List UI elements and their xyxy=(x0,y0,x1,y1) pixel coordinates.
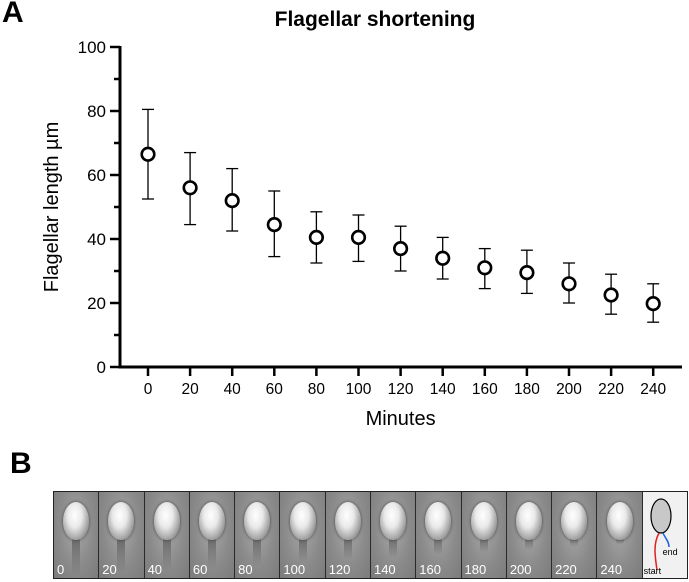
x-tick-label: 40 xyxy=(224,381,242,398)
x-tick-label: 140 xyxy=(430,381,456,398)
flagellum xyxy=(117,536,126,574)
flagellum xyxy=(389,536,398,558)
frame-time-label: 160 xyxy=(419,562,441,577)
frame-time-label: 60 xyxy=(192,562,208,577)
y-tick-label: 100 xyxy=(78,38,106,57)
frame-time-label: 140 xyxy=(373,562,396,577)
timelapse-frame: 0 xyxy=(54,492,100,578)
y-tick-label: 80 xyxy=(87,102,106,121)
data-point xyxy=(393,241,409,257)
frame-time-label: 200 xyxy=(509,562,532,577)
flagellum-schematic: end start xyxy=(642,492,687,578)
timelapse-frame: 120 xyxy=(325,492,371,578)
x-tick-label: 60 xyxy=(266,381,284,398)
frame-time-label: 220 xyxy=(555,562,577,577)
data-point xyxy=(224,193,240,209)
data-point xyxy=(182,180,198,196)
x-tick-label: 240 xyxy=(640,381,666,398)
cell-body xyxy=(470,502,497,540)
timelapse-frame: 20 xyxy=(99,492,145,578)
flagellum xyxy=(72,536,81,576)
y-tick-label: 0 xyxy=(97,358,106,377)
cell-body xyxy=(515,502,542,540)
panel-label-b: B xyxy=(10,447,32,480)
frame-time-label: 240 xyxy=(600,562,623,577)
timelapse-frame: 160 xyxy=(416,492,462,578)
cell-body xyxy=(334,502,361,540)
y-tick-label: 20 xyxy=(87,294,106,313)
data-point xyxy=(519,265,535,281)
flagellum xyxy=(207,536,216,569)
timelapse-frame: 200 xyxy=(506,492,553,578)
cell-body xyxy=(153,502,180,540)
cell-body xyxy=(561,502,588,540)
timelapse-frame: 220 xyxy=(552,492,598,578)
data-point xyxy=(308,229,325,245)
y-tick-label: 40 xyxy=(87,230,106,249)
x-tick-label: 20 xyxy=(181,381,199,398)
x-axis-label: Minutes xyxy=(366,408,436,430)
flagellum xyxy=(615,536,624,545)
schematic-drawing xyxy=(650,498,672,571)
data-point xyxy=(603,287,619,303)
frame-time-label: 120 xyxy=(328,562,351,577)
cell-body xyxy=(244,502,271,540)
y-tick-label: 60 xyxy=(87,166,106,185)
cell-body xyxy=(63,502,90,540)
schematic-end-label: end xyxy=(662,547,678,557)
timelapse-frame: 80 xyxy=(235,492,281,578)
x-tick-label: 80 xyxy=(308,381,326,398)
flagellum xyxy=(298,536,307,563)
timelapse-strip: 0 20 40 60 80 100 120 140 160 180 200 220 240 end star… xyxy=(53,491,688,579)
frame-time-label: 40 xyxy=(147,562,163,577)
x-tick-label: 180 xyxy=(514,381,540,398)
cell-body xyxy=(380,502,407,540)
data-point xyxy=(561,276,577,292)
timelapse-frame: 240 xyxy=(597,492,643,578)
cell-body xyxy=(425,502,452,540)
data-point xyxy=(350,229,367,245)
flagellum xyxy=(434,536,443,556)
x-tick-label: 120 xyxy=(388,381,414,398)
timelapse-frame: 180 xyxy=(461,492,507,578)
panel-label-a: A xyxy=(2,0,24,29)
cell-body xyxy=(606,502,633,540)
frame-time-label: 20 xyxy=(102,562,117,577)
flagellum xyxy=(570,536,579,548)
data-point xyxy=(645,296,661,312)
flagellum xyxy=(524,536,533,550)
timelapse-frame: 140 xyxy=(370,492,417,578)
timelapse-frame: 100 xyxy=(280,492,326,578)
frame-time-label: 100 xyxy=(283,562,306,577)
timelapse-frame: 60 xyxy=(189,492,236,578)
x-tick-label: 160 xyxy=(472,381,498,398)
chart-title: Flagellar shortening xyxy=(274,8,476,31)
data-point xyxy=(435,250,451,266)
flagellar-length-chart: 0 20 40 60 80 100 0 20 40 60 80 100 120 140 160 180 200 2… xyxy=(41,38,682,430)
frame-time-label: 0 xyxy=(57,562,65,577)
cell-body xyxy=(198,502,225,540)
timelapse-frame: 40 xyxy=(144,492,190,578)
flagellum xyxy=(343,536,352,561)
data-point xyxy=(140,146,156,162)
data-point xyxy=(266,217,282,233)
x-tick-label: 220 xyxy=(598,381,624,398)
x-tick-label: 0 xyxy=(144,381,153,398)
x-tick-label: 200 xyxy=(556,381,582,398)
flagellum xyxy=(253,536,262,566)
schematic-start-label: start xyxy=(643,566,662,576)
cell-body xyxy=(289,502,316,540)
x-tick-label: 100 xyxy=(346,381,372,398)
frame-time-label: 80 xyxy=(238,562,253,577)
flagellum xyxy=(162,536,171,571)
y-axis-label: Flagellar length µm xyxy=(41,122,63,293)
cell-body xyxy=(108,502,135,540)
flagellum xyxy=(479,536,488,553)
frame-time-label: 180 xyxy=(464,562,487,577)
data-point xyxy=(477,260,493,276)
